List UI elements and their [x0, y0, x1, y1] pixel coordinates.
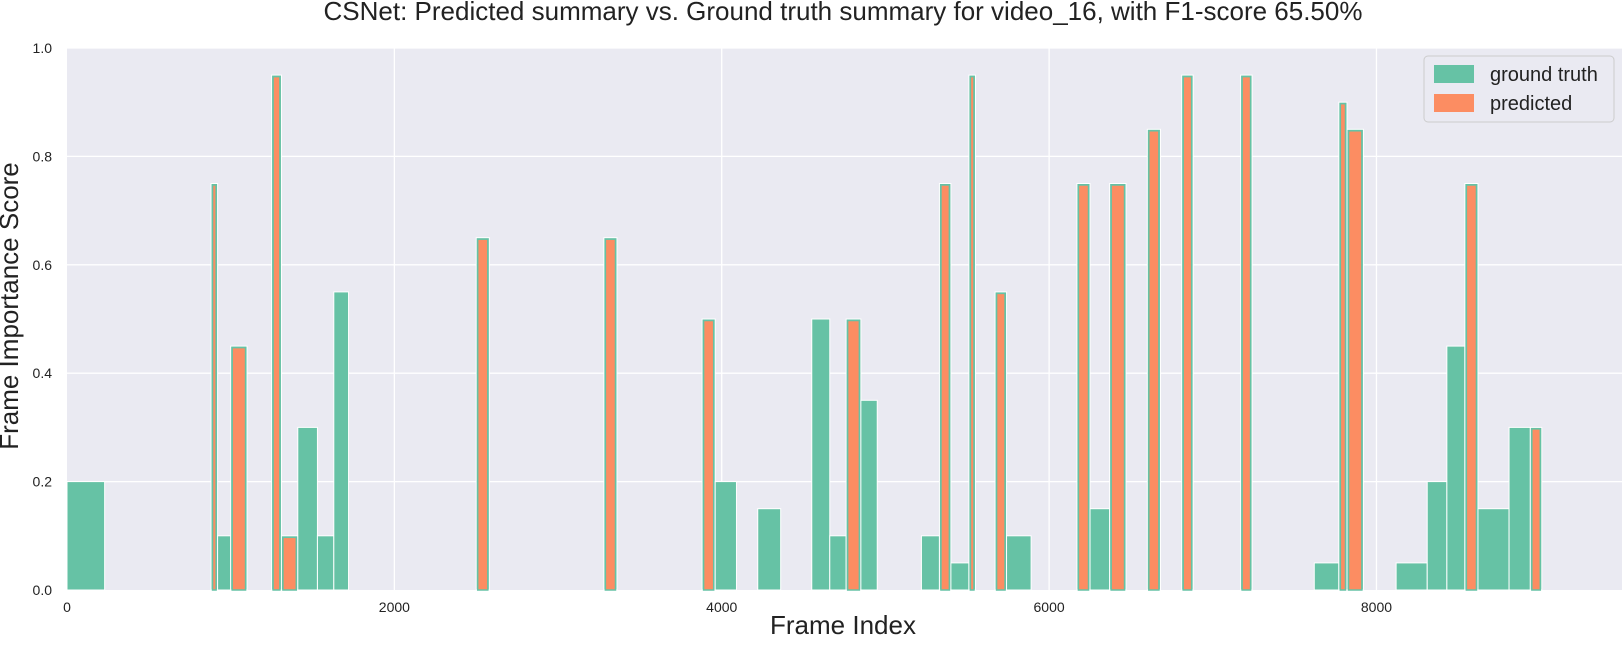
y-tick-label: 0.2 — [33, 474, 53, 490]
bar-ground-truth — [920, 535, 940, 591]
legend-swatch-ground-truth — [1434, 65, 1474, 83]
bar-predicted — [231, 346, 247, 591]
bar-ground-truth — [1446, 345, 1466, 591]
bar-ground-truth — [757, 508, 782, 591]
bar-ground-truth — [811, 318, 831, 591]
bar-predicted — [1077, 184, 1090, 591]
tick-labels: 0 2000 4000 6000 8000 0.0 0.2 0.4 0.6 0.8 1.0 — [33, 40, 1393, 615]
bar-ground-truth — [860, 399, 878, 591]
x-tick-label: 0 — [63, 599, 71, 615]
bars-layer — [66, 74, 1543, 591]
bar-predicted — [1148, 130, 1160, 591]
x-tick-label: 4000 — [706, 599, 737, 615]
bar-predicted — [476, 238, 489, 591]
bar-ground-truth — [66, 481, 106, 591]
bar-ground-truth — [1426, 481, 1448, 591]
bar-predicted — [1182, 75, 1193, 591]
x-tick-label: 8000 — [1361, 599, 1392, 615]
bar-predicted — [1339, 102, 1347, 591]
bar-predicted — [1110, 184, 1126, 591]
bar-predicted — [995, 292, 1006, 591]
bar-predicted — [1465, 184, 1478, 591]
legend-label-predicted: predicted — [1490, 93, 1572, 115]
y-tick-label: 0.8 — [33, 148, 53, 164]
bar-ground-truth — [1395, 562, 1428, 591]
bar-predicted — [272, 75, 281, 591]
bar-ground-truth — [714, 481, 737, 591]
bar-ground-truth — [1089, 508, 1111, 591]
legend-label-ground-truth: ground truth — [1490, 64, 1598, 86]
bar-predicted — [846, 319, 861, 591]
bar-predicted — [1347, 130, 1363, 591]
bar-predicted — [1241, 75, 1252, 591]
y-tick-label: 0.6 — [33, 257, 53, 273]
bar-ground-truth — [1508, 426, 1531, 591]
y-tick-label: 1.0 — [33, 40, 53, 56]
bar-ground-truth — [217, 535, 232, 591]
legend-swatch-predicted — [1434, 94, 1474, 112]
x-tick-label: 2000 — [379, 599, 410, 615]
bar-predicted — [604, 238, 617, 591]
bar-predicted — [282, 536, 298, 591]
bar-ground-truth — [829, 535, 847, 591]
bar-ground-truth — [297, 426, 318, 591]
bar-predicted — [211, 184, 217, 591]
bar-ground-truth — [316, 535, 335, 591]
x-axis-label: Frame Index — [770, 610, 916, 640]
bar-ground-truth — [950, 562, 970, 591]
bar-ground-truth — [1477, 508, 1510, 591]
bar-predicted — [969, 75, 975, 591]
bar-predicted — [702, 319, 715, 591]
bar-ground-truth — [1006, 535, 1032, 591]
bar-predicted — [940, 184, 951, 591]
chart-title: CSNet: Predicted summary vs. Ground trut… — [324, 0, 1363, 26]
y-axis-label: Frame Importance Score — [0, 162, 24, 450]
x-tick-label: 6000 — [1034, 599, 1065, 615]
bar-ground-truth — [1313, 562, 1340, 591]
bar-ground-truth — [333, 291, 350, 591]
bar-predicted — [1531, 428, 1542, 591]
y-tick-label: 0.0 — [33, 582, 53, 598]
y-tick-label: 0.4 — [33, 365, 53, 381]
legend: ground truth predicted — [1423, 55, 1615, 123]
